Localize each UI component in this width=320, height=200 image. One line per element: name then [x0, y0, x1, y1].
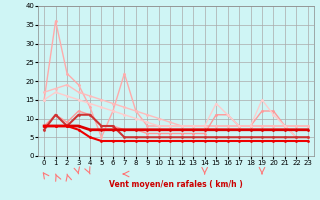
X-axis label: Vent moyen/en rafales ( km/h ): Vent moyen/en rafales ( km/h ) [109, 180, 243, 189]
